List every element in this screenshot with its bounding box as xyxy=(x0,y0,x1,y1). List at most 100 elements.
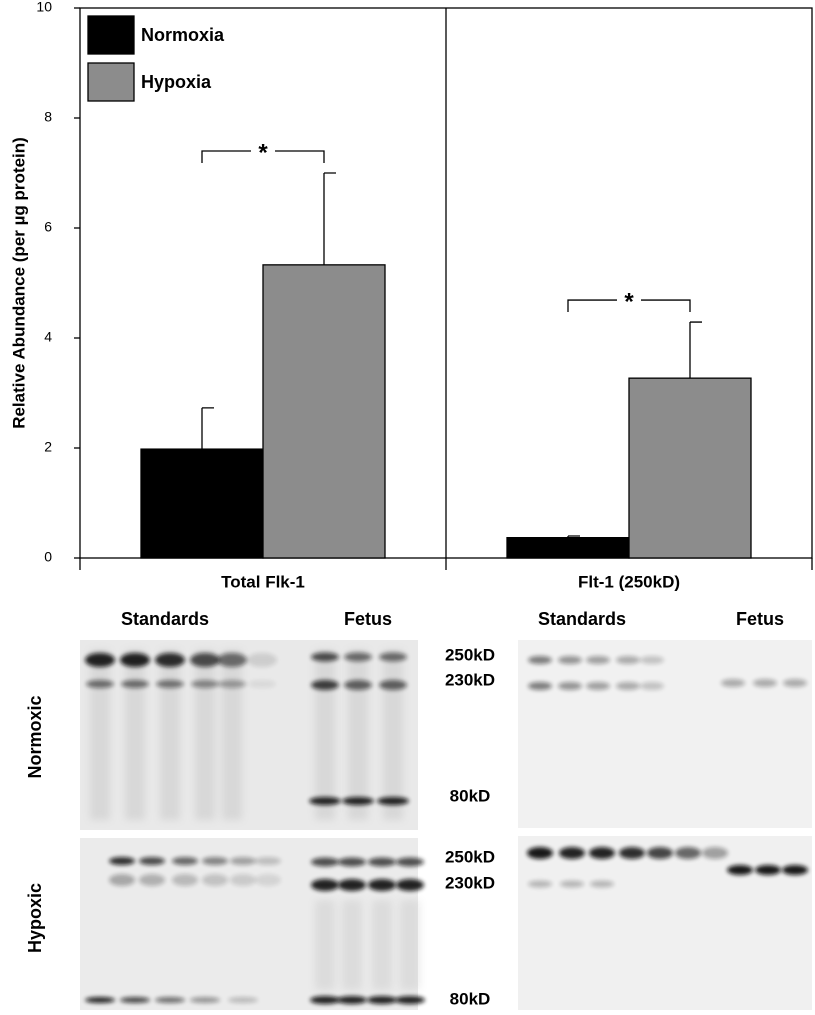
blot-band xyxy=(202,857,228,865)
blot-band xyxy=(120,653,150,667)
blot-band xyxy=(172,857,198,865)
blot-band xyxy=(311,857,339,867)
bar xyxy=(262,264,386,559)
legend-label: Normoxia xyxy=(141,25,225,45)
blot-streak xyxy=(372,900,392,990)
blot-band xyxy=(616,656,640,664)
blot-band xyxy=(560,880,584,888)
blot-streak xyxy=(348,650,368,820)
blot-band xyxy=(311,680,339,690)
blot-band xyxy=(342,797,374,805)
x-tick-label: Total Flk-1 xyxy=(221,572,305,591)
blot-streak xyxy=(160,650,180,820)
y-axis-label: Relative Abundance (per µg protein) xyxy=(9,137,28,429)
blot-band xyxy=(616,682,640,690)
blot-band xyxy=(191,680,219,688)
blot-band xyxy=(311,879,339,891)
blot-band xyxy=(782,865,808,875)
blot-band xyxy=(753,679,777,687)
blot-streak xyxy=(400,900,420,990)
blot-band xyxy=(528,656,552,664)
blot-band xyxy=(310,996,340,1004)
column-label: Fetus xyxy=(736,609,784,629)
blot-band xyxy=(727,865,753,875)
blot-streak xyxy=(342,900,362,990)
column-label: Fetus xyxy=(344,609,392,629)
blot-band xyxy=(109,874,135,886)
blot-band xyxy=(121,680,149,688)
blot-band xyxy=(139,874,165,886)
error-bar xyxy=(201,407,214,450)
significance-label: * xyxy=(258,139,268,166)
marker-label: 250kD xyxy=(445,847,495,866)
blot-band xyxy=(338,857,366,867)
blot-band xyxy=(396,879,424,891)
blot-image xyxy=(518,640,812,828)
blot-band xyxy=(338,879,366,891)
blot-band xyxy=(368,879,396,891)
blot-band xyxy=(230,874,256,886)
blot-band xyxy=(85,653,115,667)
error-bar xyxy=(567,535,580,538)
blot-band xyxy=(783,679,807,687)
blot-band xyxy=(379,680,407,690)
blot-band xyxy=(255,857,281,865)
y-tick-label: 8 xyxy=(44,109,52,125)
blot-band xyxy=(190,997,220,1003)
blot-band xyxy=(109,857,135,865)
blot-band xyxy=(590,880,614,888)
bar xyxy=(628,377,752,559)
y-tick-label: 10 xyxy=(36,0,52,15)
blot-band xyxy=(248,680,276,688)
blot-band xyxy=(528,682,552,690)
blot-band xyxy=(559,847,585,859)
blot-band xyxy=(228,997,258,1003)
blot-band xyxy=(368,857,396,867)
blot-band xyxy=(217,653,247,667)
column-label: Standards xyxy=(121,609,209,629)
marker-label: 230kD xyxy=(445,873,495,892)
blot-band xyxy=(190,653,220,667)
marker-label: 80kD xyxy=(450,989,491,1008)
blots: Standards Fetus Standards Fetus Normoxic… xyxy=(25,609,812,1012)
blot-band xyxy=(558,682,582,690)
marker-label: 80kD xyxy=(450,786,491,805)
blot-band xyxy=(367,996,397,1004)
blot-band xyxy=(139,857,165,865)
legend-swatch xyxy=(87,62,135,102)
plot: 0 2 4 6 8 10 Total Flk-1 * Flt-1 (250kD) * Normoxi… xyxy=(36,0,813,591)
blot-streak xyxy=(383,650,403,820)
column-label: Standards xyxy=(538,609,626,629)
y-tick-label: 0 xyxy=(44,549,52,565)
blot-band xyxy=(647,847,673,859)
blot-streak xyxy=(222,650,242,820)
blot-band xyxy=(586,656,610,664)
blot-band xyxy=(379,652,407,662)
bar xyxy=(140,448,264,559)
blot-band xyxy=(396,857,424,867)
blot-band xyxy=(619,847,645,859)
error-bar xyxy=(323,172,336,265)
blot-band xyxy=(377,797,409,805)
marker-label: 250kD xyxy=(445,645,495,664)
bar xyxy=(506,537,630,559)
blot-band xyxy=(85,997,115,1003)
blot-band xyxy=(172,874,198,886)
blot-streak xyxy=(125,650,145,820)
y-tick-label: 6 xyxy=(44,219,52,235)
marker-label: 230kD xyxy=(445,670,495,689)
blot-band xyxy=(309,797,341,805)
blot-band xyxy=(589,847,615,859)
blot-band xyxy=(702,847,728,859)
legend-swatch xyxy=(87,15,135,55)
x-tick-label: Flt-1 (250kD) xyxy=(578,572,680,591)
blot-streak xyxy=(315,900,335,990)
blot-band xyxy=(155,997,185,1003)
significance-bracket xyxy=(201,150,325,163)
blot-band xyxy=(344,680,372,690)
blot-streak xyxy=(90,650,110,820)
blot-band xyxy=(202,874,228,886)
blot-band xyxy=(344,652,372,662)
blot-band xyxy=(247,653,277,667)
